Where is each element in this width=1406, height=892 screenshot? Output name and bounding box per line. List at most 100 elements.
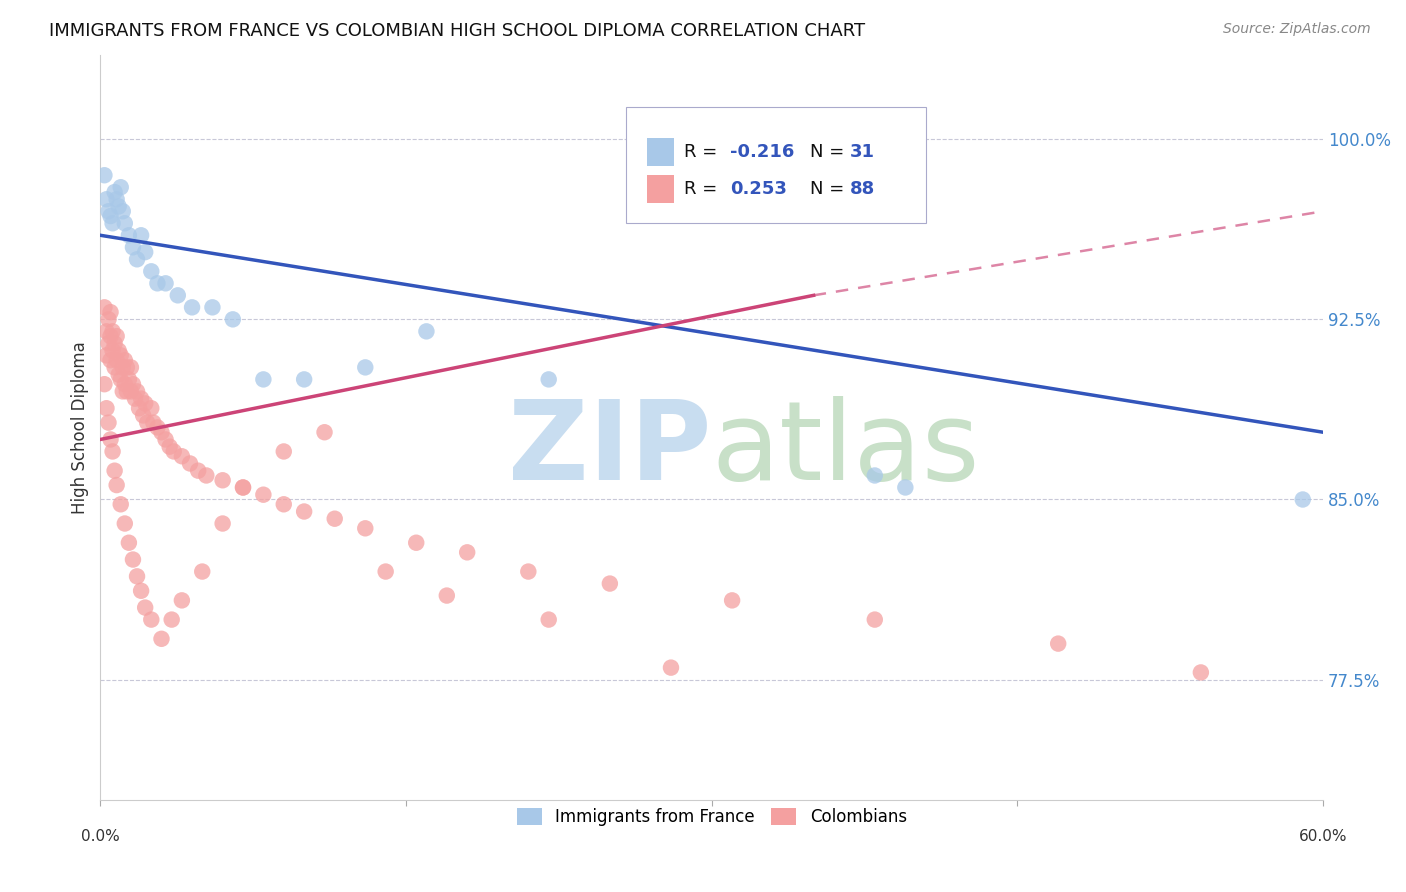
Point — [97, 204, 120, 219]
Point — [114, 216, 136, 230]
Point — [201, 301, 224, 315]
Point — [104, 464, 127, 478]
Y-axis label: High School Diploma: High School Diploma — [72, 341, 89, 514]
Point — [110, 180, 132, 194]
Point — [124, 392, 146, 406]
Point — [134, 396, 156, 410]
Point — [142, 416, 165, 430]
Text: 31: 31 — [849, 143, 875, 161]
Point — [232, 481, 254, 495]
Point — [101, 324, 124, 338]
Point — [96, 324, 118, 338]
Point — [93, 377, 115, 392]
Point — [125, 384, 148, 399]
Point — [894, 481, 917, 495]
Point — [146, 420, 169, 434]
Point — [114, 377, 136, 392]
Point — [101, 444, 124, 458]
Text: 88: 88 — [849, 179, 875, 198]
Point — [415, 324, 437, 338]
Point — [170, 450, 193, 464]
Point — [211, 516, 233, 531]
Text: 0.253: 0.253 — [730, 179, 787, 198]
Point — [96, 401, 118, 416]
Point — [120, 360, 142, 375]
Bar — [647, 175, 673, 202]
Point — [110, 497, 132, 511]
Text: 60.0%: 60.0% — [1299, 829, 1347, 844]
Point — [105, 353, 128, 368]
Point — [354, 360, 377, 375]
Point — [105, 329, 128, 343]
Point — [150, 632, 173, 646]
Point — [292, 504, 315, 518]
Point — [1189, 665, 1212, 680]
Point — [134, 600, 156, 615]
Point — [100, 305, 122, 319]
Point — [141, 401, 163, 416]
Point — [100, 353, 122, 368]
Point — [101, 216, 124, 230]
Point — [181, 301, 204, 315]
Point — [97, 312, 120, 326]
Point — [314, 425, 336, 440]
Point — [163, 444, 186, 458]
Point — [111, 384, 134, 399]
Point — [155, 433, 177, 447]
Point — [170, 593, 193, 607]
Point — [141, 613, 163, 627]
Point — [122, 377, 145, 392]
Point — [93, 301, 115, 315]
Point — [232, 481, 254, 495]
Point — [211, 473, 233, 487]
Point — [323, 512, 346, 526]
Point — [134, 245, 156, 260]
Text: Source: ZipAtlas.com: Source: ZipAtlas.com — [1223, 22, 1371, 37]
Point — [179, 457, 201, 471]
Text: R =: R = — [683, 143, 723, 161]
Point — [132, 409, 155, 423]
Point — [105, 478, 128, 492]
Point — [96, 348, 118, 362]
Point — [97, 336, 120, 351]
Point — [129, 228, 152, 243]
Point — [118, 228, 141, 243]
Point — [128, 401, 150, 416]
Point — [122, 552, 145, 566]
Point — [125, 569, 148, 583]
Point — [120, 384, 142, 399]
Bar — [647, 138, 673, 166]
Point — [160, 613, 183, 627]
Point — [155, 277, 177, 291]
Point — [150, 425, 173, 440]
Point — [107, 343, 129, 358]
Text: ZIP: ZIP — [509, 396, 711, 503]
Point — [191, 565, 214, 579]
Point — [114, 353, 136, 368]
Text: atlas: atlas — [711, 396, 980, 503]
Point — [100, 433, 122, 447]
Point — [129, 392, 152, 406]
Point — [118, 372, 141, 386]
Point — [107, 368, 129, 382]
Point — [97, 416, 120, 430]
Point — [537, 372, 560, 386]
Point — [110, 348, 132, 362]
Point — [456, 545, 478, 559]
Point — [115, 360, 138, 375]
Point — [1292, 492, 1315, 507]
Point — [273, 497, 295, 511]
Point — [721, 593, 744, 607]
Point — [517, 565, 540, 579]
Point — [104, 185, 127, 199]
Point — [111, 204, 134, 219]
Text: N =: N = — [810, 143, 849, 161]
Point — [110, 372, 132, 386]
Point — [100, 209, 122, 223]
Point — [93, 168, 115, 182]
Legend: Immigrants from France, Colombians: Immigrants from France, Colombians — [510, 801, 914, 832]
Point — [863, 613, 886, 627]
Point — [405, 535, 427, 549]
Point — [101, 343, 124, 358]
Point — [96, 192, 118, 206]
